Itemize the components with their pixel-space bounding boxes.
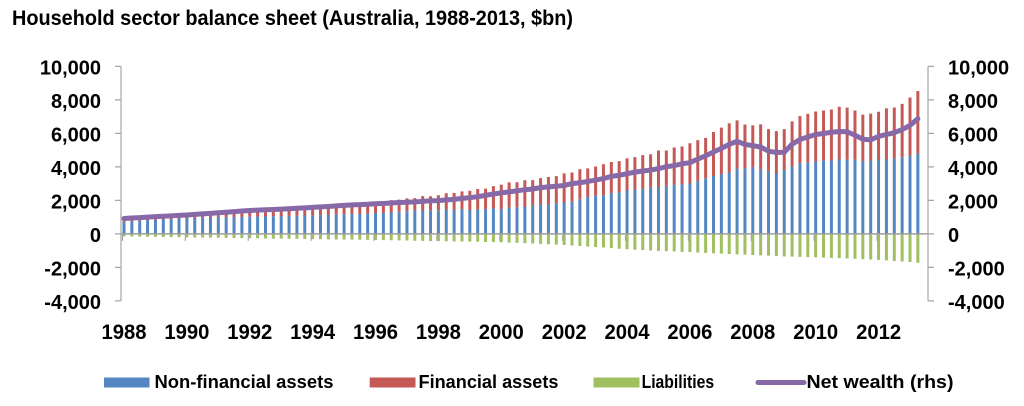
svg-text:4,000: 4,000 (51, 158, 101, 180)
svg-text:4,000: 4,000 (948, 158, 998, 180)
svg-text:6,000: 6,000 (948, 125, 998, 147)
svg-text:6,000: 6,000 (51, 125, 101, 147)
svg-text:Net wealth (rhs): Net wealth (rhs) (807, 372, 954, 392)
svg-text:1996: 1996 (353, 321, 398, 344)
svg-text:8,000: 8,000 (51, 91, 101, 113)
svg-text:Non-financial assets: Non-financial assets (155, 372, 334, 392)
svg-text:2008: 2008 (730, 321, 775, 344)
svg-text:2004: 2004 (605, 321, 650, 344)
svg-text:1998: 1998 (416, 321, 461, 344)
svg-text:1994: 1994 (290, 321, 335, 344)
svg-text:2002: 2002 (542, 321, 587, 344)
svg-text:-4,000: -4,000 (948, 292, 1005, 314)
svg-text:8,000: 8,000 (948, 91, 998, 113)
svg-text:2006: 2006 (667, 321, 712, 344)
svg-text:Household sector balance sheet: Household sector balance sheet (Australi… (12, 6, 573, 30)
svg-text:2,000: 2,000 (948, 192, 998, 214)
svg-text:1988: 1988 (102, 321, 147, 344)
svg-text:Liabilities: Liabilities (642, 372, 715, 392)
svg-text:10,000: 10,000 (40, 58, 101, 80)
svg-text:-2,000: -2,000 (44, 259, 101, 281)
svg-text:0: 0 (948, 225, 959, 247)
svg-text:Financial assets: Financial assets (419, 372, 559, 392)
svg-text:2,000: 2,000 (51, 192, 101, 214)
svg-text:-4,000: -4,000 (44, 292, 101, 314)
svg-text:2010: 2010 (793, 321, 838, 344)
svg-text:-2,000: -2,000 (948, 259, 1005, 281)
svg-text:1992: 1992 (227, 321, 272, 344)
svg-text:1990: 1990 (164, 321, 209, 344)
svg-text:2012: 2012 (856, 321, 901, 344)
svg-text:2000: 2000 (479, 321, 524, 344)
svg-text:0: 0 (90, 225, 101, 247)
svg-text:10,000: 10,000 (948, 58, 1009, 80)
